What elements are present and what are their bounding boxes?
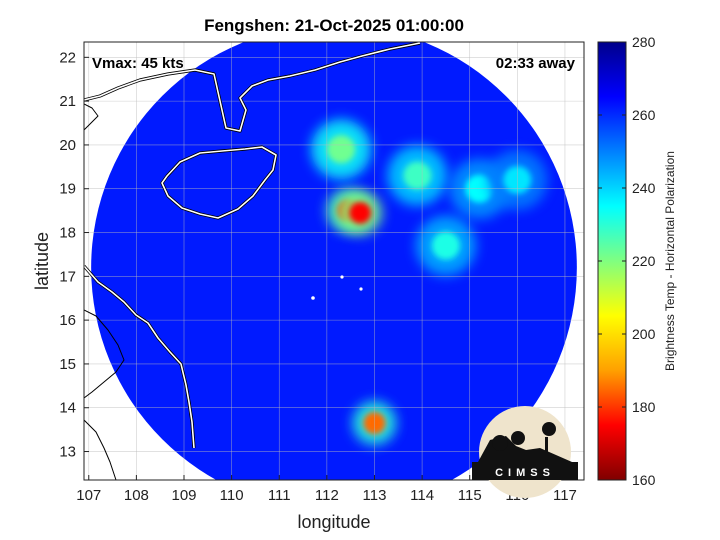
x-tick-label: 115 <box>458 487 482 504</box>
x-axis-label: longitude <box>297 512 370 532</box>
colorbar-label: Brightness Temp - Horizontal Polarizatio… <box>663 151 677 371</box>
x-tick-label: 108 <box>124 487 149 504</box>
coastline-layer <box>84 42 421 480</box>
coastline-mainland <box>84 42 421 132</box>
border-line-2 <box>84 419 117 480</box>
border-line-1 <box>84 309 125 399</box>
x-tick-label: 111 <box>268 487 291 504</box>
time-away-annotation: 02:33 away <box>496 55 576 72</box>
colorbar <box>597 41 627 481</box>
x-tick-label: 114 <box>410 487 434 504</box>
y-axis-label: latitude <box>32 232 52 290</box>
coastline-hainan <box>161 146 277 219</box>
feature-band-north <box>403 161 432 190</box>
y-tick-label: 21 <box>59 93 76 110</box>
y-tick-label: 14 <box>59 400 76 417</box>
colorbar-tick-label: 280 <box>632 34 656 50</box>
colorbar-tick-label: 200 <box>632 326 656 342</box>
y-tick-label: 18 <box>59 225 76 242</box>
colorbar-tick-label: 260 <box>632 107 656 123</box>
cimss-logo-text: CIMSS <box>495 467 555 479</box>
y-tick-label: 15 <box>59 356 76 373</box>
colorbar-tick-label: 220 <box>632 253 656 269</box>
colorbar-tick-label: 180 <box>632 399 656 415</box>
feature-band-south <box>431 231 460 260</box>
x-tick-label: 110 <box>220 487 244 504</box>
y-axis: 13 14 15 16 17 18 19 20 21 22 <box>59 49 89 461</box>
feature-core-inner <box>349 201 372 224</box>
y-tick-label: 20 <box>59 137 76 154</box>
island-3 <box>359 287 363 291</box>
x-tick-label: 117 <box>553 487 577 504</box>
x-tick-label: 112 <box>315 487 339 504</box>
colorbar-tick-label: 240 <box>632 180 656 196</box>
colorbar-tick-label: 160 <box>632 472 656 488</box>
chart-title: Fengshen: 21-Oct-2025 01:00:00 <box>204 16 464 35</box>
y-tick-label: 13 <box>59 444 76 461</box>
x-tick-label: 107 <box>76 487 101 504</box>
axes-frame <box>83 41 585 481</box>
y-tick-label: 17 <box>59 268 76 285</box>
colorbar-ticks: 160 180 200 220 240 260 280 <box>598 34 656 488</box>
coastline-vietnam <box>84 265 195 449</box>
border-line-3 <box>84 103 99 131</box>
vmax-annotation: Vmax: 45 kts <box>92 55 184 72</box>
x-tick-label: 109 <box>171 487 196 504</box>
feature-layer <box>311 119 548 446</box>
x-tick-label: 113 <box>363 487 387 504</box>
island-2 <box>340 275 344 279</box>
y-tick-label: 19 <box>59 181 76 198</box>
feature-band-northwest <box>327 135 356 164</box>
cimss-logo: CIMSS <box>472 406 578 498</box>
grid-lines <box>84 42 584 480</box>
y-tick-label: 16 <box>59 312 76 329</box>
y-tick-label: 22 <box>59 49 76 66</box>
island-1 <box>311 296 315 300</box>
